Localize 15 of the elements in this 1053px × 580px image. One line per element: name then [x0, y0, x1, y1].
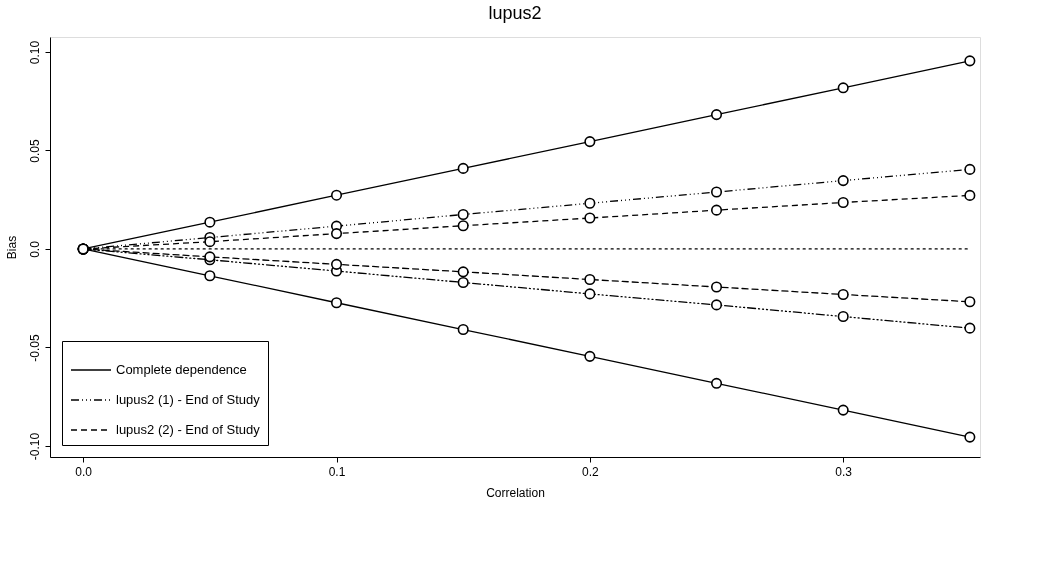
y-axis-title: Bias [4, 235, 19, 260]
x-axis-title: Correlation [486, 485, 545, 500]
x-tick-label: 0.1 [328, 464, 346, 479]
y-tick-label: 0.10 [27, 40, 42, 65]
legend-label: lupus2 (2) - End of Study [116, 422, 261, 437]
legend-label: lupus2 (1) - End of Study [116, 392, 261, 407]
y-tick-label: -0.10 [27, 432, 42, 461]
y-tick-label: -0.05 [27, 333, 42, 362]
x-tick-label: 0.3 [835, 464, 853, 479]
y-tick-label: 0.05 [27, 138, 42, 163]
y-tick-label: 0.0 [27, 240, 42, 258]
x-tick-label: 0.0 [75, 464, 93, 479]
x-tick-label: 0.2 [582, 464, 600, 479]
chart-title: lupus2 [488, 3, 542, 23]
legend-label: Complete dependence [116, 362, 247, 377]
